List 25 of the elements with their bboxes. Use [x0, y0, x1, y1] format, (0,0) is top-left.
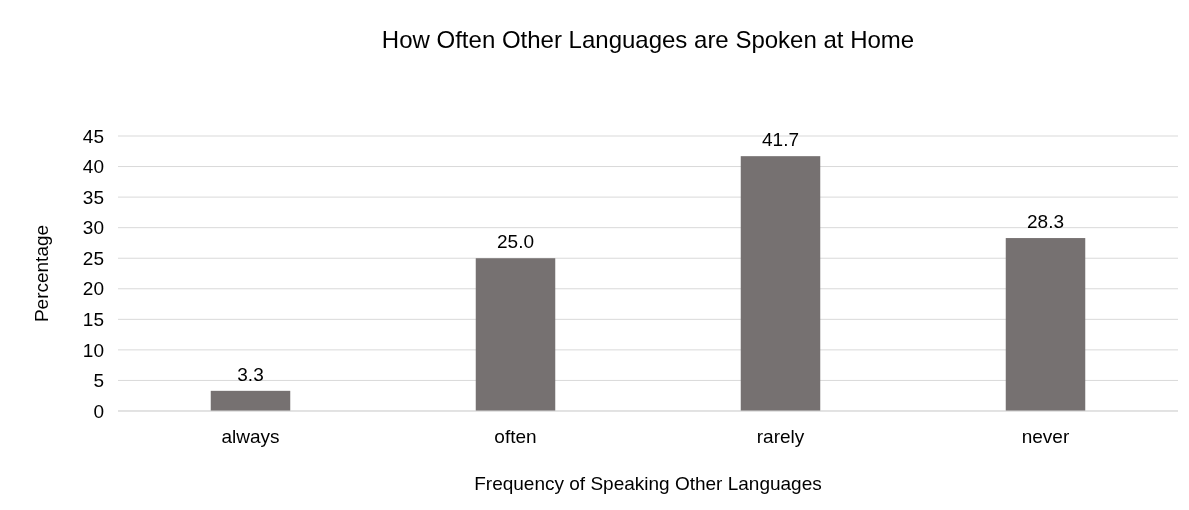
y-tick-label: 45 — [82, 125, 104, 147]
x-tick-label: always — [221, 426, 280, 447]
y-tick-label: 0 — [93, 400, 104, 422]
x-tick-label: often — [494, 426, 537, 447]
x-tick-label: never — [1021, 426, 1070, 447]
y-axis-title: Percentage — [31, 224, 52, 323]
data-label: 41.7 — [762, 129, 799, 151]
bar — [475, 258, 556, 411]
data-label: 28.3 — [1027, 211, 1064, 233]
data-label: 25.0 — [497, 231, 534, 253]
bar — [1005, 238, 1086, 411]
y-tick-label: 10 — [82, 339, 104, 361]
x-axis-title: Frequency of Speaking Other Languages — [474, 473, 822, 494]
x-tick-label: rarely — [756, 426, 805, 447]
bar — [740, 156, 821, 411]
data-label: 3.3 — [237, 363, 264, 385]
bar — [210, 390, 291, 411]
y-tick-label: 40 — [82, 156, 104, 178]
y-tick-label: 20 — [82, 278, 104, 300]
y-tick-label: 25 — [82, 247, 104, 269]
chart-title: How Often Other Languages are Spoken at Home — [381, 26, 915, 53]
y-tick-label: 30 — [82, 217, 104, 239]
y-tick-label: 15 — [82, 308, 104, 330]
y-tick-label: 35 — [82, 186, 104, 208]
y-tick-label: 5 — [93, 370, 104, 392]
